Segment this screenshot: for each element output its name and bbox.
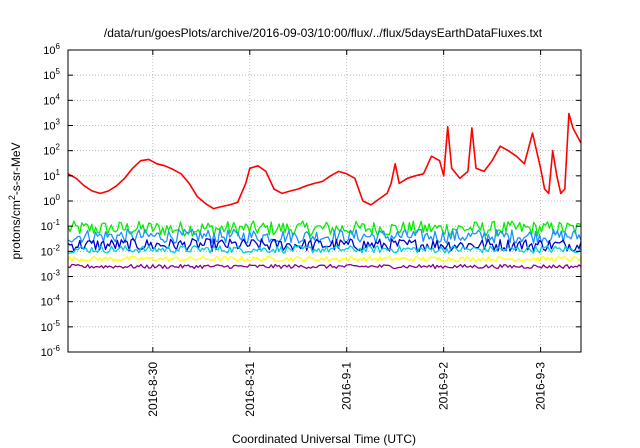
y-tick-label-exp: -6 bbox=[53, 344, 61, 353]
x-tick-label: 2016-9-3 bbox=[534, 362, 548, 410]
grid-lines bbox=[68, 50, 581, 352]
y-tick-label-exp: -4 bbox=[53, 294, 61, 303]
y-tick-label: 104 bbox=[43, 92, 60, 107]
y-tick-label-exp: 4 bbox=[56, 92, 61, 101]
x-tick-label: 2016-9-1 bbox=[340, 362, 354, 410]
y-tick-label-exp: -2 bbox=[53, 243, 61, 252]
y-axis: 10610510410310210110010-110-210-310-410-… bbox=[41, 42, 581, 359]
y-tick-label: 10-5 bbox=[41, 319, 61, 334]
y-tick-label-exp: 1 bbox=[56, 168, 61, 177]
x-tick-label: 2016-9-2 bbox=[437, 362, 451, 410]
y-tick-label: 10-2 bbox=[41, 243, 61, 258]
y-axis-label-base: protons/cm bbox=[9, 200, 23, 259]
series-line-0 bbox=[67, 112, 582, 210]
series-line-6 bbox=[67, 263, 582, 270]
y-tick-label-base: 10 bbox=[43, 45, 55, 57]
y-axis-label: protons/cm2-s-sr-MeV bbox=[7, 142, 23, 259]
y-tick-label: 101 bbox=[43, 168, 60, 183]
y-tick-label-exp: -5 bbox=[53, 319, 61, 328]
y-tick-label: 10-1 bbox=[41, 218, 61, 233]
y-tick-label-base: 10 bbox=[41, 246, 53, 258]
y-axis-label-rest: -s-sr-MeV bbox=[9, 142, 23, 195]
y-tick-label-exp: 0 bbox=[56, 193, 61, 202]
x-tick-label: 2016-8-31 bbox=[243, 362, 257, 417]
y-tick-label-exp: 2 bbox=[56, 143, 61, 152]
y-tick-label-exp: 5 bbox=[56, 67, 61, 76]
y-tick-label-base: 10 bbox=[43, 171, 55, 183]
series-line-4 bbox=[67, 244, 582, 254]
y-tick-label-base: 10 bbox=[41, 272, 53, 284]
y-tick-label-exp: 6 bbox=[56, 42, 61, 51]
series-line-5 bbox=[67, 255, 582, 263]
data-series bbox=[67, 112, 582, 270]
y-tick-label: 103 bbox=[43, 118, 60, 133]
y-tick-label: 10-3 bbox=[41, 269, 61, 284]
y-tick-label: 105 bbox=[43, 67, 60, 82]
y-tick-label-exp: -1 bbox=[53, 218, 61, 227]
y-tick-label-base: 10 bbox=[41, 221, 53, 233]
y-tick-label-base: 10 bbox=[43, 146, 55, 158]
y-tick-label-base: 10 bbox=[41, 322, 53, 334]
y-tick-label-base: 10 bbox=[43, 70, 55, 82]
y-tick-label-base: 10 bbox=[43, 196, 55, 208]
y-tick-label-base: 10 bbox=[43, 121, 55, 133]
y-tick-label-base: 10 bbox=[41, 347, 53, 359]
y-tick-label: 100 bbox=[43, 193, 60, 208]
y-tick-label-base: 10 bbox=[41, 297, 53, 309]
y-tick-label: 10-4 bbox=[41, 294, 61, 309]
chart-title: /data/run/goesPlots/archive/2016-09-03/1… bbox=[104, 26, 543, 40]
y-axis-label-sup: 2 bbox=[7, 195, 17, 200]
y-tick-label: 106 bbox=[43, 42, 60, 57]
y-tick-label: 102 bbox=[43, 143, 60, 158]
y-tick-label-exp: 3 bbox=[56, 118, 61, 127]
x-tick-label: 2016-8-30 bbox=[146, 362, 160, 417]
series-line-3 bbox=[67, 237, 582, 252]
y-tick-label-base: 10 bbox=[43, 95, 55, 107]
x-axis: 2016-8-30 2016-8-31 2016-9-1 2016-9-2 2016-9… bbox=[146, 50, 548, 417]
y-tick-label-exp: -3 bbox=[53, 269, 61, 278]
series-line-2 bbox=[67, 228, 582, 244]
y-tick-label: 10-6 bbox=[41, 344, 61, 359]
x-axis-label: Coordinated Universal Time (UTC) bbox=[232, 432, 416, 446]
